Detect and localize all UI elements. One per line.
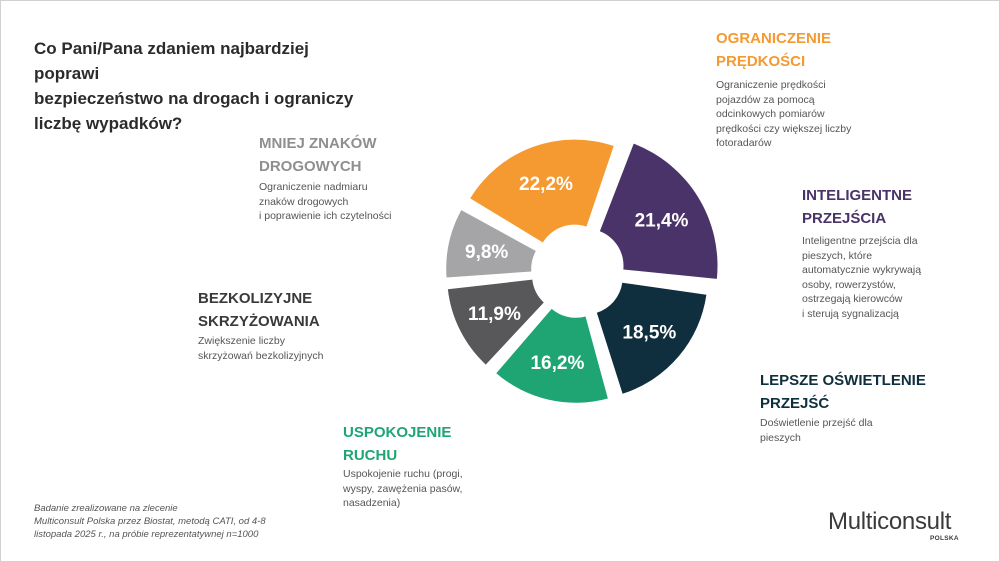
slice-title-line: INTELIGENTNE (802, 187, 913, 204)
desc-line: pieszych, które (802, 249, 873, 262)
slice-value-label: 11,9% (468, 304, 521, 325)
desc-line: fotoradarów (716, 137, 772, 149)
slice-value-label: 22,2% (519, 174, 573, 195)
slice-desc-bezkolizyjne: Zwiększenie liczby skrzyżowań bezkolizyj… (198, 334, 323, 363)
slice-title-line: SKRZYŻOWANIA (198, 313, 320, 330)
desc-line: skrzyżowań bezkolizyjnych (198, 349, 324, 362)
slice-title-inteligentne: INTELIGENTNE PRZEJŚCIA (802, 184, 912, 230)
slice-title-line: PRĘDKOŚCI (716, 53, 806, 70)
desc-line: Zwiększenie liczby (198, 335, 285, 347)
desc-line: pojazdów za pomocą (716, 93, 815, 106)
question-line: bezpieczeństwo na drogach i ograniczy (34, 89, 354, 108)
slice-desc-inteligentne: Inteligentne przejścia dla pieszych, któ… (802, 234, 921, 321)
slice-title-line: OGRANICZENIE (716, 30, 832, 47)
slice-title-oswietlenie: LEPSZE OŚWIETLENIE PRZEJŚĆ (760, 369, 926, 415)
question-title: Co Pani/Pana zdaniem najbardziej poprawi… (34, 36, 374, 136)
slice-title-mniej-znakow: MNIEJ ZNAKÓW DROGOWYCH (259, 132, 377, 178)
desc-line: wyspy, zawężenia pasów, (343, 482, 463, 495)
pie-slice (470, 139, 614, 243)
desc-line: ostrzegają kierowców (802, 293, 903, 305)
slice-desc-ogr-predkosci: Ograniczenie prędkości pojazdów za pomoc… (716, 78, 851, 151)
question-line: Co Pani/Pana zdaniem najbardziej poprawi (34, 39, 309, 83)
question-line: liczbę wypadków? (34, 114, 183, 133)
slice-title-line: PRZEJŚCIA (802, 210, 887, 227)
desc-line: Inteligentne przejścia dla (802, 235, 918, 247)
footnote-line: Multiconsult Polska przez Biostat, metod… (34, 516, 266, 527)
slice-desc-mniej-znakow: Ograniczenie nadmiaru znaków drogowych i… (259, 180, 391, 224)
slice-title-ogr-predkosci: OGRANICZENIE PRĘDKOŚCI (716, 27, 831, 73)
desc-line: odcinkowych pomiarów (716, 108, 825, 120)
pie-slice (599, 143, 718, 279)
desc-line: automatycznie wykrywają (802, 264, 922, 276)
footnote-line: Badanie zrealizowane na zlecenie (34, 503, 178, 514)
slice-value-label: 16,2% (530, 353, 584, 374)
slice-value-label: 9,8% (465, 242, 508, 263)
multiconsult-logo: Multiconsult (828, 508, 952, 535)
slice-title-bezkolizyjne: BEZKOLIZYJNE SKRZYŻOWANIA (198, 287, 320, 333)
slice-title-line: RUCHU (343, 447, 398, 464)
slice-value-label: 21,4% (635, 211, 689, 232)
desc-line: prędkości czy większej liczby (716, 122, 852, 135)
slice-title-line: USPOKOJENIE (343, 424, 452, 441)
pie-slice (596, 282, 707, 394)
slice-title-line: DROGOWYCH (259, 158, 362, 175)
slice-title-line: MNIEJ ZNAKÓW (259, 135, 377, 152)
desc-line: Uspokojenie ruchu (progi, (343, 468, 463, 480)
slice-desc-uspokojenie: Uspokojenie ruchu (progi, wyspy, zawężen… (343, 467, 463, 511)
pie-slice (447, 279, 544, 365)
slice-title-uspokojenie: USPOKOJENIE RUCHU (343, 421, 451, 467)
desc-line: Ograniczenie prędkości (716, 79, 826, 91)
footnote-line: listopada 2025 r., na próbie reprezentat… (34, 529, 259, 540)
slice-title-line: LEPSZE OŚWIETLENIE (760, 372, 926, 389)
slice-title-line: PRZEJŚĆ (760, 395, 830, 412)
desc-line: osoby, rowerzystów, (802, 278, 896, 291)
survey-footnote: Badanie zrealizowane na zlecenie Multico… (34, 502, 314, 541)
slice-title-line: BEZKOLIZYJNE (198, 290, 313, 307)
desc-line: i sterują sygnalizacją (802, 307, 899, 320)
desc-line: znaków drogowych (259, 195, 349, 208)
desc-line: i poprawienie ich czytelności (259, 210, 392, 222)
logo-subtitle: POLSKA (930, 535, 959, 542)
desc-line: Doświetlenie przejść dla (760, 417, 873, 429)
pie-slice (446, 210, 536, 278)
desc-line: Ograniczenie nadmiaru (259, 181, 368, 193)
slice-value-label: 18,5% (622, 322, 676, 343)
desc-line: pieszych (760, 431, 801, 444)
slice-desc-oswietlenie: Doświetlenie przejść dla pieszych (760, 416, 873, 445)
desc-line: nasadzenia) (343, 497, 401, 509)
pie-slice (496, 308, 608, 403)
